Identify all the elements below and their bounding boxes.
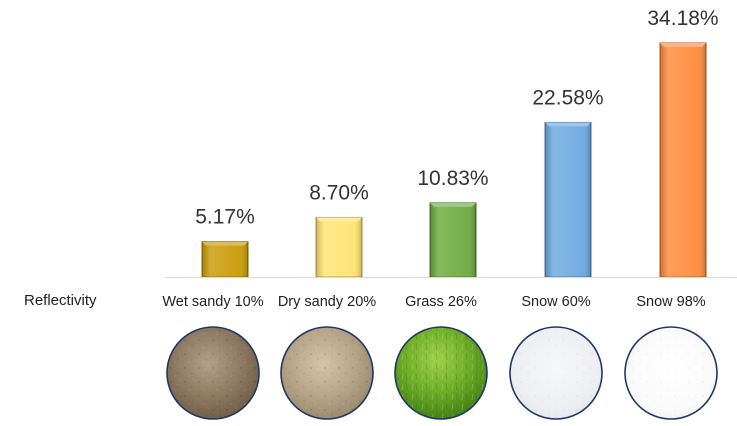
snow-texture-swatch	[509, 326, 603, 420]
category-label: Snow 60%	[521, 294, 590, 310]
category-label: Wet sandy 10%	[162, 294, 263, 310]
grass-texture-swatch	[394, 326, 488, 420]
bar	[315, 216, 363, 278]
category-label: Grass 26%	[405, 294, 477, 310]
bar	[544, 121, 592, 278]
snow-texture-swatch	[624, 326, 718, 420]
value-label: 8.70%	[309, 181, 369, 204]
bars-group	[201, 42, 707, 278]
bar	[201, 241, 249, 278]
bar	[429, 202, 477, 278]
row-label: Reflectivity	[24, 292, 97, 309]
surface-swatches-group	[166, 326, 718, 420]
value-labels-group: 5.17% 8.70% 10.83% 22.58% 34.18%	[195, 7, 718, 229]
dry-sand-texture-swatch	[280, 326, 374, 420]
value-label: 10.83%	[417, 167, 488, 190]
category-labels-group: Wet sandy 10% Dry sandy 20% Grass 26% Snow …	[162, 294, 705, 310]
bar	[659, 42, 707, 278]
category-label: Snow 98%	[636, 294, 705, 310]
value-label: 5.17%	[195, 206, 255, 229]
wet-sand-texture-swatch	[166, 326, 260, 420]
value-label: 22.58%	[532, 86, 603, 109]
value-label: 34.18%	[647, 7, 718, 30]
category-label: Dry sandy 20%	[278, 294, 376, 310]
